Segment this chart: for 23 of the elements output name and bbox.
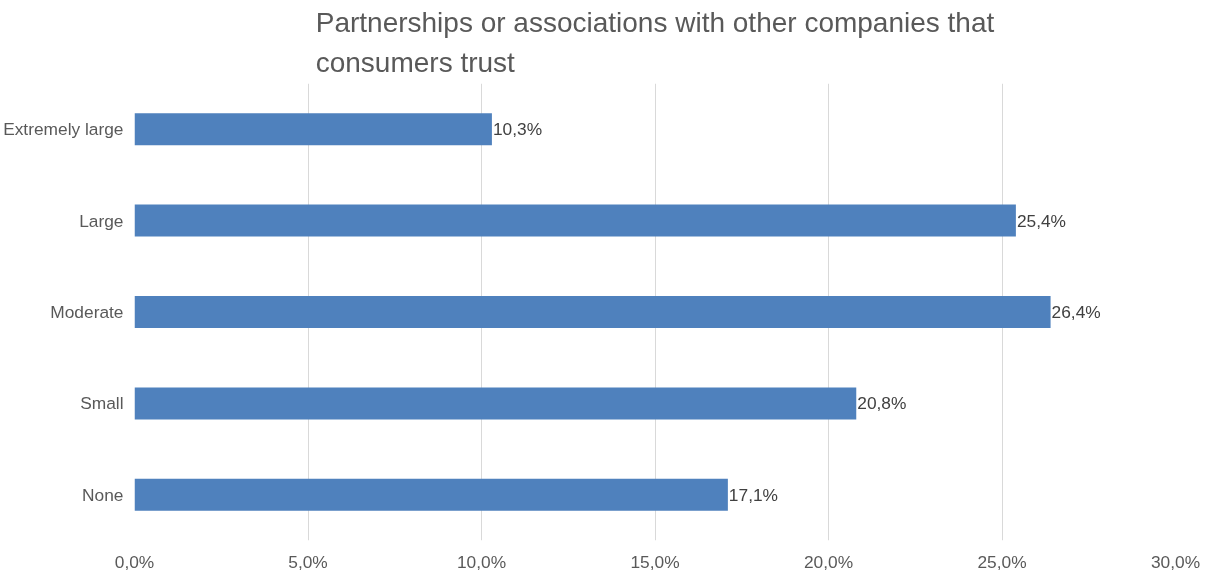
y-tick-label: Small	[80, 393, 124, 414]
x-tick-label: 0,0%	[114, 551, 155, 572]
y-tick-label: Moderate	[50, 302, 124, 322]
x-tick-label: 10,0%	[456, 551, 507, 572]
x-tick-label: 25,0%	[977, 551, 1027, 572]
bar	[134, 113, 492, 146]
bar	[134, 387, 857, 420]
x-tick-label: 5,0%	[288, 551, 328, 572]
y-tick-label: Extremely large	[3, 119, 124, 140]
x-tick-label: 30,0%	[1150, 551, 1201, 572]
bar	[134, 204, 1016, 237]
x-tick-label: 15,0%	[630, 551, 680, 572]
data-label: 10,3%	[492, 119, 543, 140]
y-tick-label: None	[82, 484, 124, 505]
data-label: 17,1%	[728, 484, 779, 505]
data-label: 20,8%	[857, 393, 907, 414]
bar	[134, 296, 1051, 328]
data-label: 26,4%	[1051, 302, 1101, 322]
x-tick-label: 20,0%	[803, 551, 854, 572]
y-tick-label: Large	[79, 210, 124, 231]
chart-title: Partnerships or associations with other companies that consumers trust	[315, 7, 995, 79]
bar	[134, 478, 728, 511]
data-label: 25,4%	[1016, 210, 1067, 231]
